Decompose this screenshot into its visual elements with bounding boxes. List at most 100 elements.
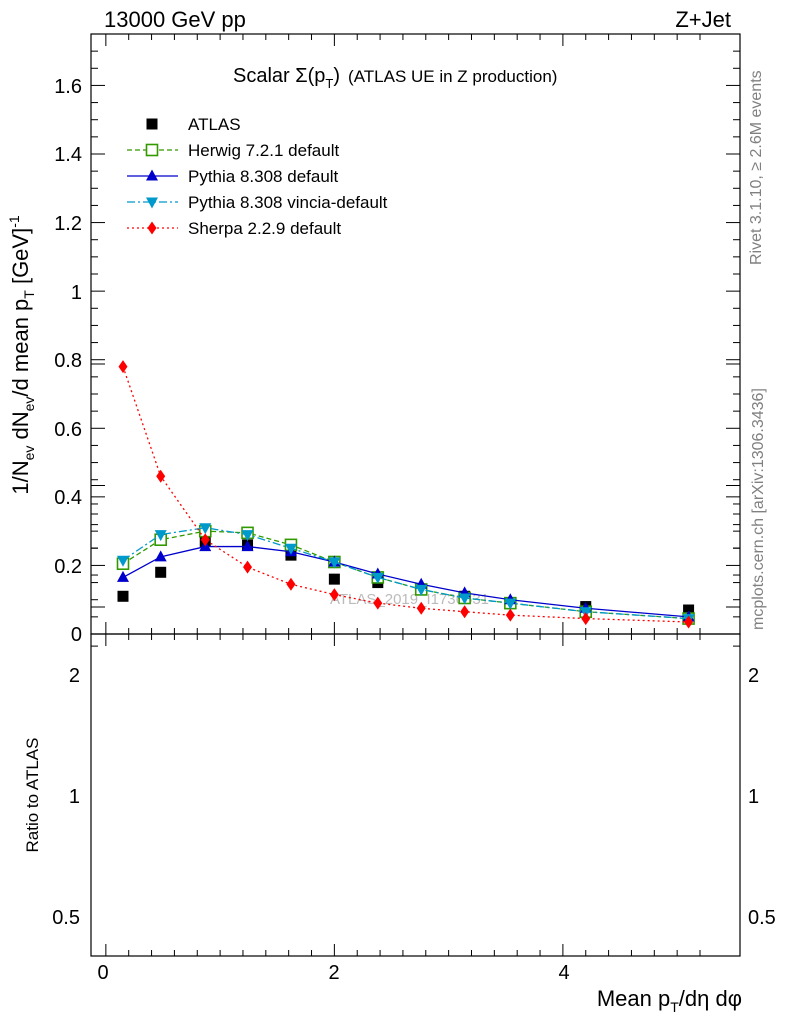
band-inner xyxy=(487,466,533,506)
ratio-y-tick-label-right: 0.5 xyxy=(748,907,776,929)
ratio-series-point xyxy=(504,488,516,499)
main-series-point xyxy=(243,560,253,574)
ratio-series-point xyxy=(328,422,340,433)
band-outer xyxy=(270,454,313,508)
band-inner xyxy=(227,464,270,498)
ratio-series-line xyxy=(123,403,689,529)
main-series-point xyxy=(118,360,128,374)
main-series-point xyxy=(155,566,167,578)
ratio-series-point xyxy=(242,454,253,465)
ratio-series-point xyxy=(372,451,384,462)
ratio-series-point xyxy=(285,464,297,475)
x-tick-label: 0 xyxy=(97,962,108,984)
main-series-point xyxy=(117,590,129,602)
band-inner xyxy=(184,463,227,501)
band-inner xyxy=(106,449,140,512)
ratio-series-point xyxy=(156,312,165,325)
band-outer xyxy=(487,445,533,516)
legend-marker xyxy=(146,197,158,209)
main-series-point xyxy=(373,596,383,610)
band-outer xyxy=(357,455,400,512)
ratio-series-point xyxy=(117,397,129,408)
main-series-point xyxy=(116,555,129,567)
legend-marker xyxy=(147,221,157,235)
legend-marker xyxy=(145,143,159,157)
main-y-tick-label: 0 xyxy=(71,624,82,646)
ratio-series-point xyxy=(329,420,340,431)
ratio-y-tick-label: 0.5 xyxy=(52,907,80,929)
main-y-tick-label: 1.2 xyxy=(54,213,82,235)
plot-title: Scalar Σ(pT) (ATLAS UE in Z production) xyxy=(233,65,557,91)
band-outer xyxy=(314,454,357,510)
main-y-tick-labels: 0 0.2 0.4 0.6 0.8 1 1.2 1.4 1.6 xyxy=(54,76,82,646)
legend-marker xyxy=(146,118,158,130)
ratio-series-point xyxy=(580,520,592,531)
ratio-series-point xyxy=(155,393,166,404)
legend-marker xyxy=(146,169,158,181)
main-series-point xyxy=(154,550,167,562)
analysis-watermark: ATLAS_2019_I1736531 xyxy=(330,591,489,608)
main-series-point xyxy=(581,612,591,626)
ratio-series-point xyxy=(372,456,383,467)
mcplots-label: mcplots.cern.ch [arXiv:1306.3436] xyxy=(750,388,767,630)
main-series-point xyxy=(154,530,167,542)
main-series-point xyxy=(415,584,428,596)
ratio-series-point xyxy=(683,553,694,564)
main-series-point xyxy=(416,601,426,615)
band-inner xyxy=(444,464,487,504)
band-outer xyxy=(638,451,740,512)
main-series-point xyxy=(328,573,340,585)
ratio-series-point xyxy=(372,463,384,474)
main-series-point xyxy=(460,605,470,619)
main-series-point xyxy=(286,577,296,591)
main-y-tick-label: 0.4 xyxy=(54,487,82,509)
band-outer xyxy=(227,448,270,506)
band-inner xyxy=(533,469,638,504)
ratio-series-point xyxy=(242,458,254,469)
main-series-line xyxy=(122,545,689,618)
main-series-point xyxy=(284,543,297,555)
x-axis-label: Mean pT/dη dφ xyxy=(597,986,742,1015)
main-series-point xyxy=(505,608,515,622)
band-inner xyxy=(638,466,740,508)
band-outer xyxy=(140,446,183,518)
ratio-y-tick-label: 1 xyxy=(69,786,80,808)
band-inner xyxy=(270,466,313,502)
main-series-point xyxy=(241,530,254,542)
ratio-series-point xyxy=(415,486,427,497)
band-outer xyxy=(106,423,140,551)
main-series-point xyxy=(458,593,471,605)
ratio-series-point xyxy=(155,426,167,437)
main-series-point xyxy=(156,469,166,483)
legend-label: Pythia 8.308 vincia-default xyxy=(188,193,388,212)
main-series-point xyxy=(241,540,254,552)
ratio-series-point xyxy=(459,462,471,473)
ratio-series-point xyxy=(285,467,297,478)
main-y-tick-label: 0.2 xyxy=(54,556,82,578)
legend-label: Sherpa 2.2.9 default xyxy=(188,219,341,238)
ratio-uncertainty-bands xyxy=(91,423,740,551)
ratio-series-point xyxy=(683,523,695,534)
ratio-series-point xyxy=(580,519,591,530)
ratio-series-point xyxy=(459,485,470,496)
ratio-series-point xyxy=(416,480,427,491)
axis-ticks xyxy=(91,34,740,956)
ratio-series-point xyxy=(580,494,592,505)
ratio-series-point xyxy=(581,587,590,600)
ratio-y-tick-label: 2 xyxy=(69,665,80,687)
band-outer xyxy=(444,449,487,512)
band-outer xyxy=(401,454,444,512)
main-y-tick-label: 0.8 xyxy=(54,350,82,372)
ratio-series-point xyxy=(506,566,515,579)
main-series-point xyxy=(684,615,694,629)
ratio-y-tick-label-right: 2 xyxy=(748,665,759,687)
main-y-tick-label: 0.6 xyxy=(54,419,82,441)
main-y-tick-label: 1.4 xyxy=(54,144,82,166)
ratio-series-point xyxy=(459,492,471,503)
legend-label: Pythia 8.308 default xyxy=(188,167,339,186)
band-inner xyxy=(401,466,444,504)
rivet-version-label: Rivet 3.1.10, ≥ 2.6M events xyxy=(748,70,765,265)
main-series xyxy=(116,360,695,629)
header-right: Z+Jet xyxy=(675,7,731,32)
